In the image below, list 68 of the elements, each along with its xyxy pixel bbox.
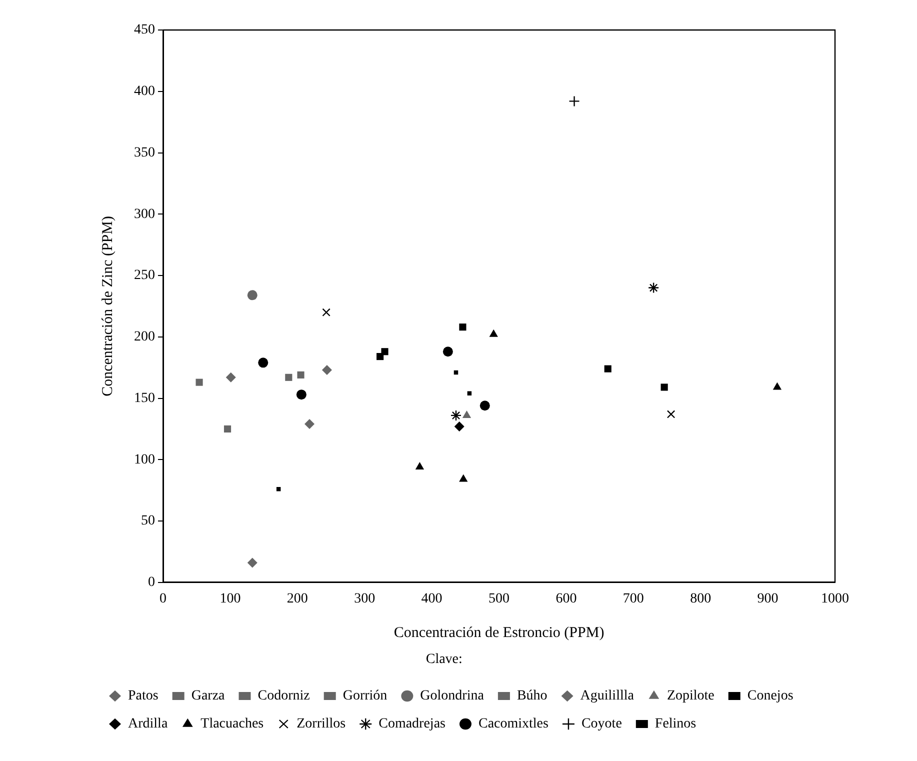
point xyxy=(459,324,466,331)
point xyxy=(247,558,258,568)
point xyxy=(459,474,468,482)
legend-label: Felinos xyxy=(654,716,696,732)
point xyxy=(489,329,498,337)
point xyxy=(224,425,232,432)
point xyxy=(480,400,490,411)
legend-label: Aguilillla xyxy=(580,688,635,704)
legend-title: Clave: xyxy=(426,652,462,667)
x-tick-label: 1000 xyxy=(821,591,849,606)
y-tick-label: 400 xyxy=(134,84,155,100)
x-tick-label: 900 xyxy=(757,591,778,606)
point xyxy=(462,410,472,418)
y-tick-label: 150 xyxy=(134,390,155,406)
point xyxy=(450,410,462,422)
legend-label: Patos xyxy=(128,688,158,704)
legend-label: Conejos xyxy=(747,688,794,704)
point xyxy=(322,308,330,316)
legend-label: Ardilla xyxy=(128,716,168,732)
x-tick-label: 500 xyxy=(488,591,510,606)
legend-label: Gorrión xyxy=(342,688,388,704)
legend-label: Comadrejas xyxy=(378,716,446,732)
point xyxy=(648,282,660,294)
x-tick-label: 0 xyxy=(160,591,166,606)
legend-label: Golondrina xyxy=(420,688,485,704)
point xyxy=(304,419,314,430)
y-tick-label: 200 xyxy=(134,330,155,345)
point xyxy=(297,371,304,378)
x-tick-label: 300 xyxy=(354,591,376,606)
y-axis-title: Concentración de Zinc (PPM) xyxy=(100,216,116,396)
legend-label: Tlacuaches xyxy=(200,716,264,732)
y-tick-label: 0 xyxy=(148,575,155,590)
point xyxy=(247,290,258,300)
point xyxy=(604,365,612,372)
y-tick-label: 250 xyxy=(134,268,155,284)
legend-label: Garza xyxy=(191,688,226,704)
x-tick-label: 200 xyxy=(286,591,308,606)
legend-label: Zorrillos xyxy=(296,716,346,732)
point xyxy=(666,410,676,418)
x-tick-label: 700 xyxy=(622,591,644,606)
legend-label: Coyote xyxy=(581,716,622,732)
point xyxy=(467,391,472,396)
legend-label: Zopilote xyxy=(666,688,714,704)
point xyxy=(442,346,453,357)
y-tick-label: 450 xyxy=(134,22,155,38)
point xyxy=(454,422,464,432)
point xyxy=(322,365,332,376)
legend-label: Codorniz xyxy=(258,688,310,704)
point xyxy=(226,372,236,382)
point xyxy=(381,348,388,356)
x-axis-title: Concentración de Estroncio (PPM) xyxy=(394,625,604,642)
legend-label: Búho xyxy=(516,688,548,704)
x-tick-label: 600 xyxy=(556,591,577,606)
point xyxy=(660,384,668,391)
x-tick-label: 800 xyxy=(690,591,712,606)
y-tick-label: 350 xyxy=(134,145,155,160)
y-tick-label: 100 xyxy=(134,452,155,468)
point xyxy=(415,462,424,470)
y-tick-label: 50 xyxy=(141,514,155,529)
x-tick-label: 400 xyxy=(421,591,442,606)
y-tick-label: 300 xyxy=(134,206,155,222)
point xyxy=(285,374,292,381)
point xyxy=(772,382,782,390)
point xyxy=(296,390,306,400)
point xyxy=(196,378,203,386)
x-tick-label: 100 xyxy=(220,591,241,606)
point xyxy=(258,358,268,368)
legend-label: Cacomixtles xyxy=(478,716,548,732)
